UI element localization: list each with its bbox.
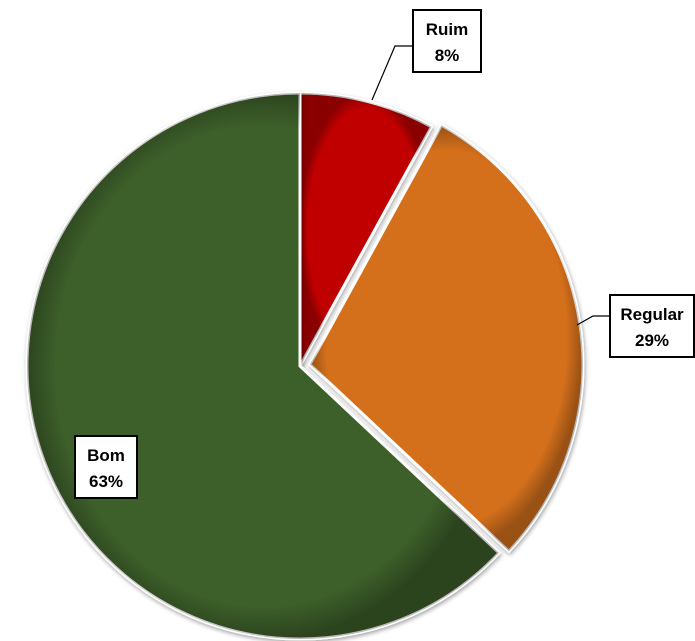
pie-data-labels: Ruim 8% Regular 29% Bom 63% bbox=[74, 9, 695, 499]
data-label-name-bom: Bom bbox=[87, 446, 125, 465]
leader-line-regular bbox=[576, 315, 610, 326]
data-label-box-regular bbox=[609, 294, 695, 358]
data-label-regular: Regular 29% bbox=[576, 294, 695, 358]
data-label-value-ruim: 8% bbox=[435, 46, 460, 65]
data-label-name-ruim: Ruim bbox=[426, 20, 469, 39]
leader-line-ruim bbox=[371, 45, 413, 101]
data-label-value-bom: 63% bbox=[89, 472, 123, 491]
data-label-box-ruim bbox=[412, 9, 482, 73]
data-label-bom: Bom 63% bbox=[74, 435, 138, 499]
data-label-value-regular: 29% bbox=[635, 331, 669, 350]
pie-slice-shading-regular bbox=[309, 125, 583, 552]
pie-slice-shading-ruim bbox=[300, 93, 432, 366]
data-label-ruim: Ruim 8% bbox=[371, 9, 482, 101]
data-label-name-regular: Regular bbox=[620, 305, 684, 324]
pie-slice-shading-bom bbox=[26, 93, 500, 639]
data-label-box-bom bbox=[74, 435, 138, 499]
pie-slices bbox=[25, 91, 585, 641]
